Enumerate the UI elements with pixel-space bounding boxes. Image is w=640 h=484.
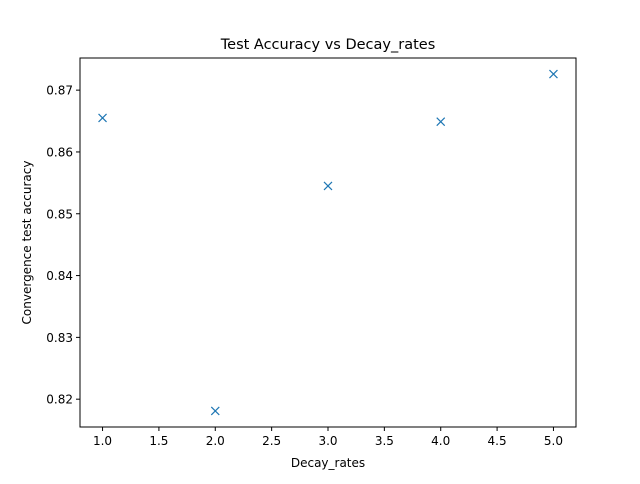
plot-frame xyxy=(79,57,577,428)
data-point-marker xyxy=(98,113,107,123)
data-points xyxy=(98,69,558,416)
x-tick-label: 2.0 xyxy=(206,434,225,448)
x-axis-label: Decay_rates xyxy=(291,456,365,470)
x-tick-label: 1.5 xyxy=(149,434,168,448)
y-tick-label: 0.82 xyxy=(46,393,73,407)
y-tick-label: 0.84 xyxy=(46,269,73,283)
data-point-marker xyxy=(436,117,446,127)
plot-background xyxy=(80,58,576,427)
x-tick-label: 2.5 xyxy=(262,434,281,448)
x-tick-label: 5.0 xyxy=(544,434,563,448)
data-point-marker xyxy=(549,69,558,79)
x-axis-ticks: 1.0 1.5 2.0 2.5 3.0 3.5 4.0 4.5 5.0 xyxy=(93,427,563,448)
y-tick-label: 0.83 xyxy=(46,331,73,345)
y-tick-label: 0.85 xyxy=(46,207,73,221)
y-tick-label: 0.87 xyxy=(46,84,73,98)
x-tick-label: 3.0 xyxy=(318,434,337,448)
x-tick-label: 3.5 xyxy=(375,434,394,448)
chart-title: Test Accuracy vs Decay_rates xyxy=(220,37,436,53)
data-point-marker xyxy=(323,181,333,191)
x-tick-label: 4.0 xyxy=(431,434,450,448)
data-point-marker xyxy=(210,406,220,416)
y-axis-ticks: 0.82 0.83 0.84 0.85 0.86 0.87 xyxy=(46,84,80,407)
x-tick-label: 1.0 xyxy=(93,434,112,448)
y-axis-label: Convergence test accuracy xyxy=(20,161,34,325)
y-tick-label: 0.86 xyxy=(46,145,73,159)
x-tick-label: 4.5 xyxy=(488,434,507,448)
